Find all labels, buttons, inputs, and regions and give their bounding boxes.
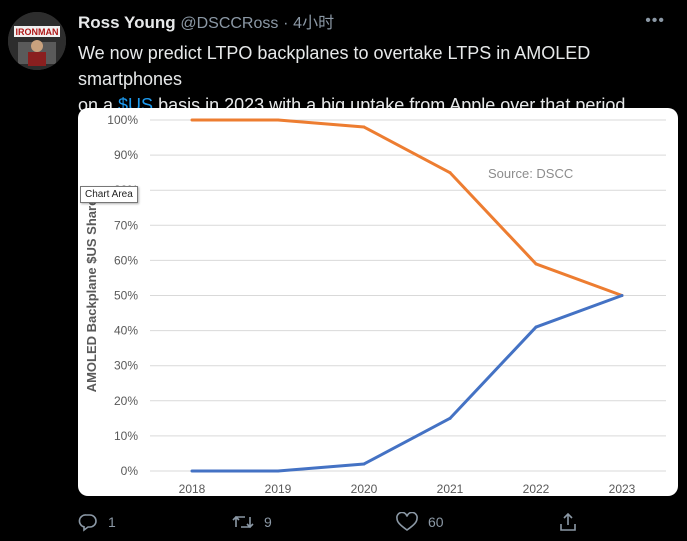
like-icon <box>396 512 418 531</box>
y-axis-label: AMOLED Backplane $US Share <box>84 199 99 393</box>
like-count: 60 <box>428 514 444 530</box>
source-annotation: Source: DSCC <box>488 166 573 181</box>
series-line-1 <box>192 294 623 473</box>
y-tick-label: 70% <box>114 218 138 232</box>
reply-button[interactable]: 1 <box>78 512 116 532</box>
line-chart: 0%10%20%30%40%50%60%70%80%90%100%2018201… <box>84 113 666 496</box>
series-1-point <box>190 469 194 473</box>
series-0-point <box>276 118 280 122</box>
retweet-icon <box>232 515 254 529</box>
series-0-point <box>448 171 452 175</box>
reply-icon <box>78 514 97 532</box>
tweet-header: Ross Young @DSCCRoss · 4小时 ••• <box>78 12 667 36</box>
y-tick-label: 0% <box>121 464 139 478</box>
avatar-logo-text: IRONMAN <box>16 27 59 37</box>
tweet-actions: 1 9 60 <box>78 512 678 538</box>
timestamp[interactable]: 4小时 <box>293 15 335 32</box>
x-tick-label: 2018 <box>179 482 206 496</box>
x-tick-label: 2022 <box>523 482 550 496</box>
series-0-point <box>362 125 366 129</box>
like-button[interactable]: 60 <box>396 512 444 532</box>
share-icon <box>560 512 576 531</box>
more-icon[interactable]: ••• <box>645 12 665 29</box>
x-tick-label: 2020 <box>351 482 378 496</box>
avatar[interactable]: IRONMAN <box>8 12 66 70</box>
x-tick-label: 2023 <box>609 482 636 496</box>
chart-image[interactable]: 0%10%20%30%40%50%60%70%80%90%100%2018201… <box>78 108 678 496</box>
series-0-point <box>534 262 538 266</box>
x-tick-label: 2021 <box>437 482 464 496</box>
y-tick-label: 20% <box>114 394 138 408</box>
y-tick-label: 10% <box>114 429 138 443</box>
share-button[interactable] <box>558 512 588 532</box>
series-1-point <box>276 469 280 473</box>
y-tick-label: 50% <box>114 289 138 303</box>
tweet-text-line1: We now predict LTPO backplanes to overta… <box>78 43 591 89</box>
series-1-point <box>362 462 366 466</box>
avatar-image: IRONMAN <box>8 12 66 70</box>
y-tick-label: 90% <box>114 148 138 162</box>
y-tick-label: 40% <box>114 324 138 338</box>
author-handle[interactable]: @DSCCRoss <box>180 15 279 32</box>
chart-area-tooltip: Chart Area <box>80 186 138 203</box>
series-line-0 <box>192 118 623 297</box>
separator: · <box>283 15 289 32</box>
retweet-count: 9 <box>264 514 272 530</box>
tweet-text: We now predict LTPO backplanes to overta… <box>78 40 678 118</box>
retweet-button[interactable]: 9 <box>232 512 272 532</box>
y-tick-label: 100% <box>107 113 138 127</box>
y-tick-label: 60% <box>114 253 138 267</box>
x-tick-label: 2019 <box>265 482 292 496</box>
series-1-point <box>534 325 538 329</box>
series-1-point <box>620 294 624 297</box>
author-name[interactable]: Ross Young <box>78 13 176 32</box>
series-1-point <box>448 416 452 420</box>
reply-count: 1 <box>108 514 116 530</box>
y-tick-label: 30% <box>114 359 138 373</box>
series-0-point <box>190 118 194 122</box>
